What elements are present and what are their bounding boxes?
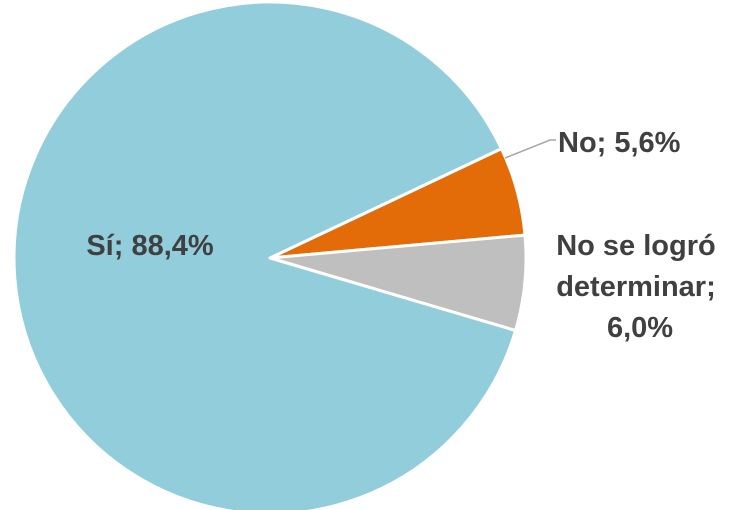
data-label-no: No; 5,6% [558, 127, 681, 159]
data-label-indeterminate-line-3: 6,0% [607, 312, 673, 344]
data-label-indeterminate-line-1: No se logró [556, 230, 716, 262]
data-label-indeterminate-line-2: determinar; [556, 271, 716, 303]
leader-line-no [504, 139, 556, 159]
data-label-indeterminate: No se logró determinar; 6,0% [556, 230, 724, 344]
pie-slice-si [12, 0, 518, 510]
data-label-si: Sí; 88,4% [86, 230, 214, 262]
pie-slices [12, 0, 528, 510]
